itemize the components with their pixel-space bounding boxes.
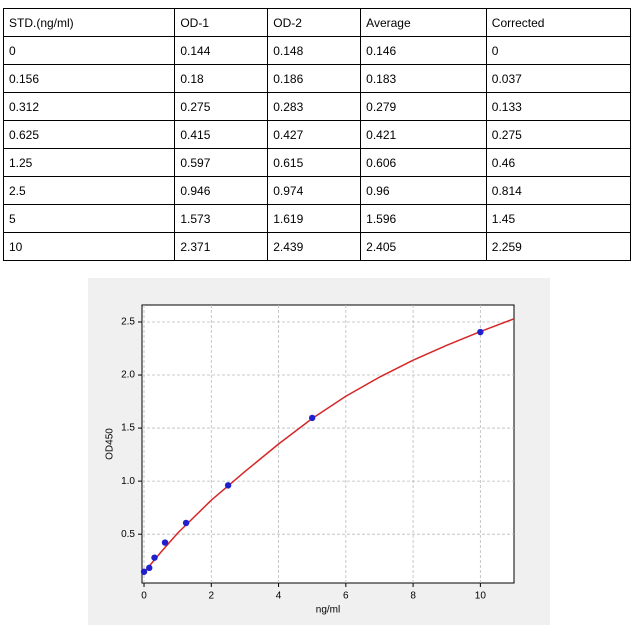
data-point (182, 519, 190, 527)
y-tick-label: 0.5 (121, 529, 135, 540)
y-tick-label: 1.5 (121, 423, 135, 434)
cell: 1.45 (485, 204, 632, 233)
cell: OD-1 (174, 8, 269, 37)
row: 5 1.573 1.619 1.596 1.45 (2, 204, 632, 233)
cell: 0.427 (267, 120, 362, 149)
cell: 0.144 (174, 36, 269, 65)
data-point (140, 568, 148, 575)
cell: 1.573 (174, 204, 269, 233)
row: 0 0.144 0.148 0.146 0 (2, 36, 632, 65)
cell: 1.25 (2, 148, 176, 177)
cell: 0.156 (2, 64, 176, 93)
cell: 0.275 (174, 92, 269, 121)
row: 2.5 0.946 0.974 0.96 0.814 (2, 176, 632, 205)
x-axis-label: ng/ml (316, 605, 340, 616)
cell: 2.439 (267, 232, 362, 261)
plot-area (141, 304, 515, 584)
y-axis-label: OD450 (105, 428, 116, 460)
cell: Average (360, 8, 487, 37)
y-tick-label: 1.0 (121, 476, 135, 487)
data-point (151, 554, 158, 561)
x-tick-label: 6 (343, 591, 349, 602)
cell: 2.5 (2, 176, 176, 205)
x-tick-label: 2 (209, 591, 215, 602)
cell: 0 (2, 36, 176, 65)
cell: 0.615 (267, 148, 362, 177)
x-tick-label: 10 (475, 591, 487, 602)
row: 1.25 0.597 0.615 0.606 0.46 (2, 148, 632, 177)
cell: 10 (2, 232, 176, 261)
data-point (146, 564, 153, 572)
x-tick-label: 4 (276, 591, 282, 602)
cell: 2.371 (174, 232, 269, 261)
data-point (224, 482, 232, 489)
cell: 0.148 (267, 36, 362, 65)
y-tick-label: 2.5 (121, 317, 135, 328)
header-row: STD.(ng/ml) OD-1 OD-2 Average Corrected (2, 8, 632, 37)
y-tick-label: 2.0 (121, 370, 135, 381)
x-tick-label: 8 (410, 591, 416, 602)
data-point (477, 328, 484, 336)
cell: STD.(ng/ml) (2, 8, 176, 37)
cell: 2.405 (360, 232, 487, 261)
cell: 0.96 (360, 176, 487, 205)
x-tick-label: 0 (141, 591, 147, 602)
cell: 0.415 (174, 120, 269, 149)
cell: 0.606 (360, 148, 487, 177)
cell: 2.259 (485, 232, 632, 261)
cell: Corrected (485, 8, 632, 37)
cell: 0.279 (360, 92, 487, 121)
cell: 0.625 (2, 120, 176, 149)
data-point (161, 539, 169, 546)
data-point (308, 414, 316, 422)
cell: 0.421 (360, 120, 487, 149)
cell: 0.183 (360, 64, 487, 93)
row: 10 2.371 2.439 2.405 2.259 (2, 232, 632, 261)
row: 0.312 0.275 0.283 0.279 0.133 (2, 92, 632, 121)
data-table: STD.(ng/ml) OD-1 OD-2 Average Corrected 0 0.14… (2, 8, 632, 261)
cell: 0.597 (174, 148, 269, 177)
row: 0.156 0.18 0.186 0.183 0.037 (2, 64, 632, 93)
cell: 1.619 (267, 204, 362, 233)
